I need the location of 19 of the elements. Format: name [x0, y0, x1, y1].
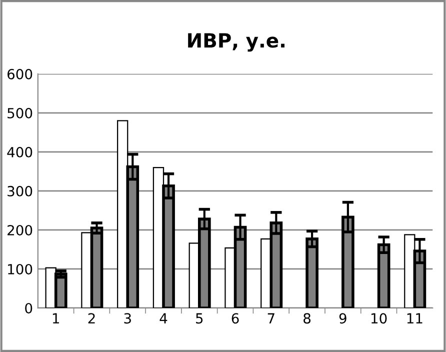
x-tick-label: 2 [88, 313, 95, 324]
x-tick-label: 7 [268, 313, 274, 324]
y-tick-label: 0 [25, 302, 32, 314]
x-tick-label: 8 [304, 313, 310, 324]
chart-title: ИВР, у.е. [188, 33, 284, 52]
x-tick-label: 11 [407, 313, 422, 324]
x-tick-label: 3 [124, 313, 131, 324]
y-tick-label: 400 [7, 146, 32, 158]
y-tick-label: 600 [8, 68, 32, 80]
x-tick-label: 6 [232, 313, 239, 324]
y-tick-label: 300 [8, 186, 32, 196]
x-tick-label: 10 [371, 313, 387, 324]
y-tick-label: 500 [8, 108, 32, 118]
y-tick-label: 200 [8, 224, 32, 236]
x-tick-label: 4 [160, 313, 168, 324]
y-tick-label: 100 [8, 264, 32, 274]
x-tick-label: 1 [52, 313, 59, 324]
x-tick-label: 9 [339, 313, 346, 324]
x-tick-label: 5 [196, 313, 203, 324]
